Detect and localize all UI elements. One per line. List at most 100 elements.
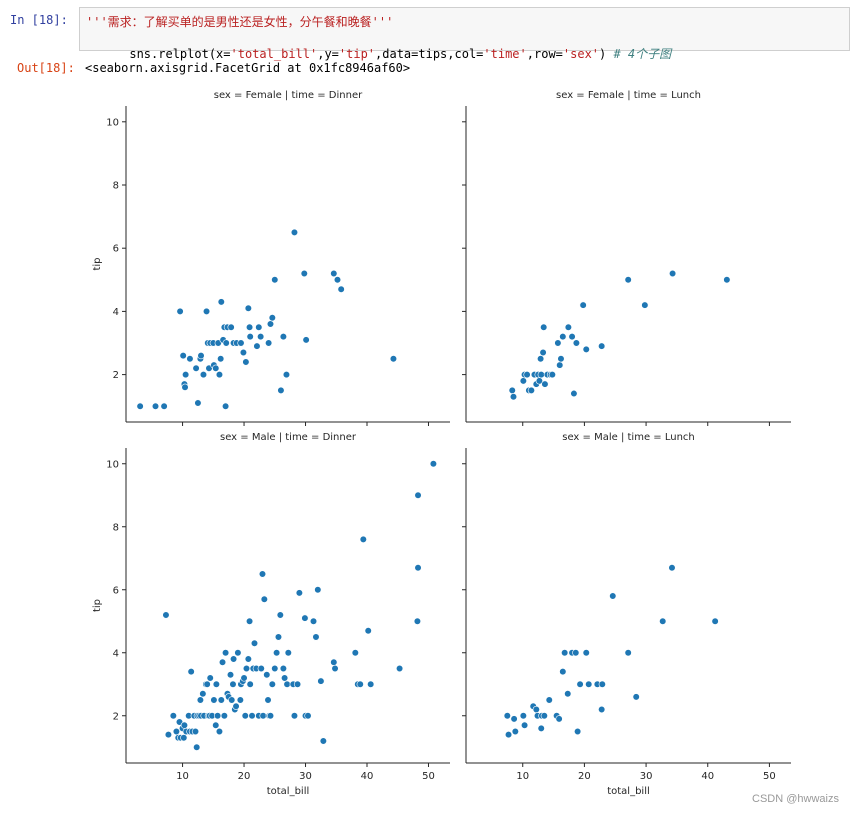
data-point bbox=[572, 339, 580, 347]
x-tick-label: 10 bbox=[176, 771, 189, 782]
y-axis-label: tip bbox=[92, 599, 103, 612]
output-prompt: Out[18]: bbox=[17, 61, 75, 75]
data-point bbox=[301, 614, 309, 622]
data-point bbox=[367, 680, 375, 688]
data-point bbox=[284, 649, 292, 657]
data-point bbox=[217, 298, 225, 306]
data-point bbox=[160, 402, 168, 410]
data-point bbox=[258, 570, 267, 578]
data-point bbox=[245, 323, 254, 331]
data-point bbox=[330, 269, 338, 278]
data-point bbox=[277, 386, 285, 395]
data-point bbox=[192, 364, 200, 372]
data-point bbox=[221, 649, 230, 657]
data-point bbox=[568, 333, 576, 341]
input-cell[interactable]: In [18]: '''需求：了解买单的是男性还是女性，分午餐和晚餐''' sn… bbox=[0, 0, 853, 61]
data-point bbox=[203, 680, 211, 688]
data-point bbox=[389, 355, 398, 363]
data-point bbox=[554, 339, 562, 347]
x-tick-label: 40 bbox=[701, 771, 714, 782]
code-line-1: '''需求：了解买单的是男性还是女性，分午餐和晚餐''' bbox=[86, 15, 394, 29]
data-point bbox=[187, 668, 195, 676]
data-point bbox=[194, 399, 202, 407]
data-point bbox=[180, 721, 189, 729]
data-point bbox=[164, 731, 173, 739]
data-point bbox=[229, 655, 238, 663]
code-editor[interactable]: '''需求：了解买单的是男性还是女性，分午餐和晚餐''' sns.relplot… bbox=[79, 7, 850, 61]
data-point bbox=[239, 348, 248, 357]
x-tick-label: 30 bbox=[640, 771, 653, 782]
data-point bbox=[197, 352, 205, 360]
data-point bbox=[212, 721, 220, 729]
code-token: ,row= bbox=[526, 47, 563, 61]
data-point bbox=[250, 639, 259, 647]
data-point bbox=[248, 712, 256, 720]
data-point bbox=[266, 712, 275, 720]
data-point bbox=[240, 674, 248, 682]
data-point bbox=[257, 333, 265, 341]
data-point bbox=[519, 377, 527, 385]
data-point bbox=[555, 715, 563, 723]
data-point bbox=[561, 649, 569, 657]
data-point bbox=[202, 307, 211, 315]
data-point bbox=[711, 617, 719, 625]
data-point bbox=[532, 705, 540, 714]
data-point bbox=[221, 402, 230, 410]
data-point bbox=[540, 712, 548, 720]
data-point bbox=[172, 727, 181, 736]
data-point bbox=[227, 323, 235, 331]
y-tick-label: 8 bbox=[113, 522, 119, 533]
data-point bbox=[222, 339, 230, 347]
code-token: 'sex' bbox=[562, 47, 600, 61]
data-point bbox=[214, 712, 222, 720]
facet-title: sex = Male | time = Dinner bbox=[220, 432, 357, 443]
data-point bbox=[245, 617, 254, 625]
data-point bbox=[241, 712, 249, 720]
data-point bbox=[179, 352, 187, 360]
data-point bbox=[136, 402, 144, 410]
data-point bbox=[244, 304, 252, 312]
data-point bbox=[199, 690, 207, 698]
data-point bbox=[268, 314, 276, 322]
data-point bbox=[564, 690, 572, 698]
code-token: 'tip' bbox=[338, 47, 376, 61]
data-point bbox=[624, 649, 632, 657]
data-point bbox=[519, 712, 527, 720]
watermark: CSDN @hwwaizs bbox=[752, 793, 839, 805]
data-point bbox=[232, 702, 240, 710]
data-point bbox=[169, 712, 177, 720]
data-point bbox=[295, 589, 303, 597]
data-point bbox=[429, 460, 438, 468]
data-point bbox=[576, 680, 584, 688]
code-token: 'time' bbox=[483, 47, 527, 61]
data-point bbox=[312, 633, 320, 641]
data-point bbox=[234, 649, 242, 657]
data-point bbox=[539, 348, 547, 357]
input-prompt: In [18]: bbox=[10, 13, 68, 27]
data-point bbox=[212, 680, 220, 688]
data-point bbox=[540, 323, 548, 331]
data-point bbox=[304, 712, 312, 720]
x-tick-label: 30 bbox=[299, 771, 312, 782]
data-point bbox=[257, 664, 265, 673]
y-tick-label: 8 bbox=[113, 181, 119, 192]
data-point bbox=[508, 386, 516, 395]
data-point bbox=[246, 680, 254, 688]
data-point bbox=[520, 721, 529, 729]
data-point bbox=[572, 649, 580, 657]
data-point bbox=[182, 371, 190, 379]
data-point bbox=[302, 336, 310, 344]
data-point bbox=[151, 402, 160, 410]
data-point bbox=[162, 611, 170, 619]
data-point bbox=[246, 333, 254, 341]
y-tick-label: 6 bbox=[113, 244, 119, 255]
data-point bbox=[359, 535, 367, 543]
data-point bbox=[510, 715, 518, 723]
facet-title: sex = Male | time = Lunch bbox=[562, 432, 695, 443]
data-point bbox=[395, 664, 404, 673]
data-point bbox=[668, 269, 677, 278]
data-point bbox=[264, 696, 272, 704]
data-point bbox=[217, 696, 225, 704]
code-comment: # 4个子图 bbox=[613, 47, 672, 61]
data-point bbox=[253, 342, 261, 350]
